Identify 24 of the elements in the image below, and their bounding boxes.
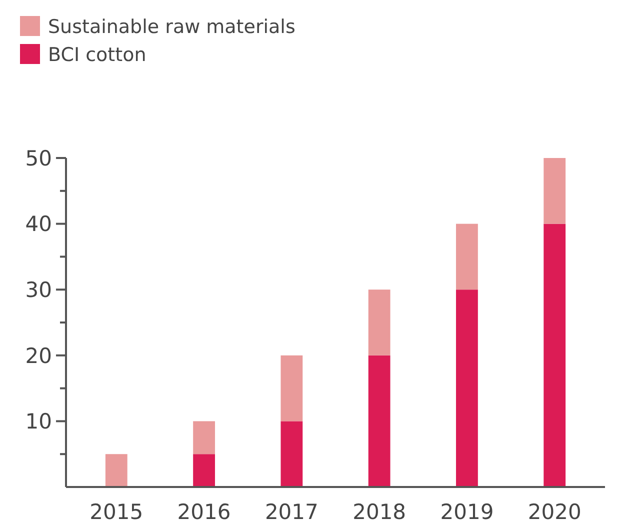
bar xyxy=(193,454,215,487)
bar xyxy=(456,224,478,290)
legend-label: Sustainable raw materials xyxy=(48,16,296,38)
bar xyxy=(456,290,478,487)
y-tick-label: 10 xyxy=(25,410,52,434)
x-tick-label: 2019 xyxy=(440,500,494,524)
bar xyxy=(193,421,215,454)
y-tick-label: 50 xyxy=(25,146,52,170)
x-tick-label: 2016 xyxy=(177,500,231,524)
bar xyxy=(544,224,566,487)
x-tick-label: 2020 xyxy=(528,500,582,524)
y-tick-label: 20 xyxy=(25,344,52,368)
x-tick-label: 2017 xyxy=(264,500,318,524)
bar xyxy=(280,421,303,487)
bar xyxy=(368,355,390,487)
legend-label: BCI cotton xyxy=(48,44,146,66)
x-tick-label: 2015 xyxy=(90,500,144,524)
bar xyxy=(544,158,566,224)
x-tick-label: 2018 xyxy=(352,500,406,524)
y-tick-label: 30 xyxy=(25,278,52,302)
bar xyxy=(280,355,303,422)
y-tick-label: 40 xyxy=(25,212,52,236)
bar xyxy=(105,454,128,487)
bar xyxy=(368,290,390,356)
